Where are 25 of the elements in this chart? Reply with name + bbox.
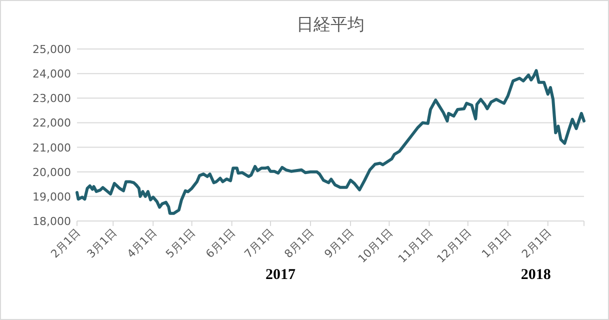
x-tick-label: 7月1日 bbox=[242, 226, 277, 261]
y-tick-label: 20,000 bbox=[32, 166, 71, 179]
y-tick-label: 25,000 bbox=[32, 43, 71, 56]
x-tick-label: 9月1日 bbox=[322, 226, 357, 261]
line-series bbox=[76, 69, 586, 215]
x-tick-label: 6月1日 bbox=[203, 226, 238, 261]
y-tick-label: 24,000 bbox=[32, 68, 71, 81]
y-tick-label: 19,000 bbox=[32, 190, 71, 204]
y-tick-label: 21,000 bbox=[32, 141, 71, 154]
x-tick-label: 12月1日 bbox=[434, 226, 474, 266]
x-tick-label: 11月1日 bbox=[396, 226, 436, 266]
text: 2017 bbox=[265, 267, 296, 283]
chart-title: 日経平均 bbox=[296, 15, 364, 35]
y-tick-label: 22,000 bbox=[32, 116, 71, 130]
y-tick-label: 23,000 bbox=[32, 92, 71, 106]
x-tick-label: 8月1日 bbox=[282, 226, 317, 261]
x-tick-label: 2月1日 bbox=[48, 226, 84, 261]
x-tick-label: 10月1日 bbox=[356, 226, 396, 266]
text: 2018 bbox=[520, 267, 551, 283]
x-tick-label: 2月1日 bbox=[519, 226, 554, 261]
y-tick-label: 18,000 bbox=[32, 215, 71, 228]
x-tick-label: 4月1日 bbox=[124, 226, 160, 261]
x-tick-label: 3月1日 bbox=[84, 226, 120, 261]
x-tick-label: 5月1日 bbox=[163, 226, 198, 261]
x-tick-label: 1月1日 bbox=[479, 226, 514, 261]
